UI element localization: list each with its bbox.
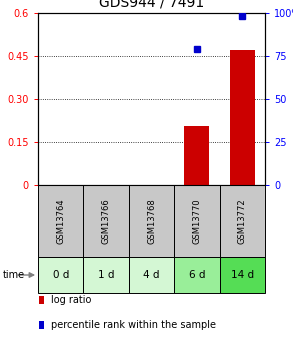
Text: GSM13766: GSM13766 <box>102 198 110 244</box>
Bar <box>129 185 174 257</box>
Bar <box>219 257 265 293</box>
Bar <box>39 321 44 329</box>
Text: time: time <box>3 270 25 280</box>
Text: log ratio: log ratio <box>51 295 91 305</box>
Bar <box>84 185 129 257</box>
Bar <box>38 257 84 293</box>
Bar <box>219 185 265 257</box>
Title: GDS944 / 7491: GDS944 / 7491 <box>99 0 204 9</box>
Bar <box>230 50 255 185</box>
Text: percentile rank within the sample: percentile rank within the sample <box>51 320 216 330</box>
Bar <box>39 296 44 305</box>
Text: 6 d: 6 d <box>189 270 205 280</box>
Text: 1 d: 1 d <box>98 270 114 280</box>
Text: 4 d: 4 d <box>143 270 160 280</box>
Text: GSM13770: GSM13770 <box>193 198 201 244</box>
Bar <box>174 257 219 293</box>
Text: 14 d: 14 d <box>231 270 254 280</box>
Text: 0 d: 0 d <box>52 270 69 280</box>
Bar <box>84 257 129 293</box>
Text: GSM13764: GSM13764 <box>56 198 65 244</box>
Text: GSM13772: GSM13772 <box>238 198 247 244</box>
Bar <box>38 185 84 257</box>
Text: GSM13768: GSM13768 <box>147 198 156 244</box>
Bar <box>129 257 174 293</box>
Bar <box>184 126 209 185</box>
Bar <box>174 185 219 257</box>
